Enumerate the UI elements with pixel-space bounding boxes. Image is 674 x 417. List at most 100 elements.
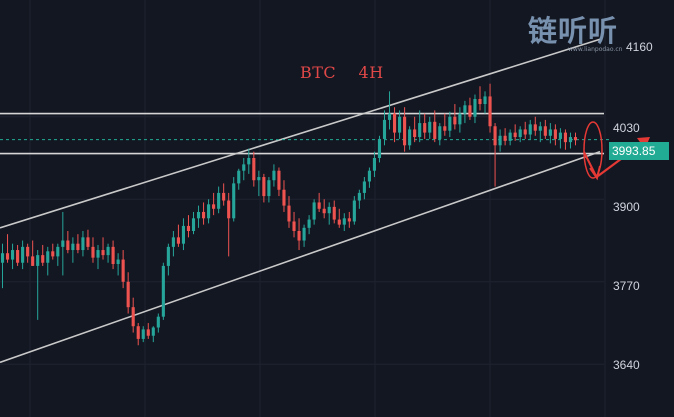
candle-body <box>166 246 170 266</box>
candle-body <box>41 255 45 263</box>
candle-body <box>367 170 371 182</box>
candle-body <box>71 243 75 251</box>
candle-body <box>81 237 85 251</box>
candle-body <box>563 132 567 143</box>
candle-body <box>342 218 346 225</box>
candle-body <box>96 250 100 258</box>
candle-body <box>267 180 271 197</box>
candle-body <box>257 177 261 181</box>
candle-body <box>161 265 165 317</box>
candle-body <box>408 129 412 146</box>
watermark: 链听听 www.lianpodao.cn <box>528 14 664 53</box>
candle-body <box>31 256 35 266</box>
chart-title: BTC 4H <box>300 63 384 82</box>
candle-body <box>538 126 542 131</box>
y-tick-label-0: 4030 <box>613 121 640 135</box>
candle-body <box>272 170 276 181</box>
candle-body <box>503 135 507 141</box>
candle-body <box>362 181 366 193</box>
candle-body <box>141 329 145 339</box>
candle-body <box>11 250 15 260</box>
candle-body <box>463 105 467 114</box>
candle-body <box>468 105 472 117</box>
candle-body <box>352 200 356 222</box>
candle-body <box>196 211 201 219</box>
candle-body <box>101 250 105 256</box>
candle-body <box>106 246 110 256</box>
candle-body <box>448 116 452 131</box>
candle-body <box>227 200 231 219</box>
candle-body <box>217 192 221 209</box>
candle-body <box>438 126 442 139</box>
candle-body <box>473 98 477 117</box>
candle-body <box>382 119 387 139</box>
candle-body <box>242 164 246 171</box>
candle-body <box>262 177 266 197</box>
y-tick-label-2: 3770 <box>613 279 640 293</box>
candle-body <box>453 116 457 125</box>
y-tick-label-partial: 4160 <box>626 40 653 54</box>
candle-body <box>36 255 40 266</box>
candle-body <box>176 237 180 244</box>
candle-body <box>247 158 251 165</box>
candle-body <box>322 208 326 214</box>
candle-body <box>423 123 427 133</box>
candle-body <box>327 206 331 214</box>
watermark-title: 链听听 <box>528 14 619 48</box>
candle-body <box>418 123 422 138</box>
candle-body <box>518 129 522 138</box>
candle-body <box>56 246 60 257</box>
candle-body <box>287 205 291 222</box>
candle-body <box>543 126 547 136</box>
candle-body <box>528 124 532 135</box>
candle-body <box>377 138 382 158</box>
candle-body <box>171 237 175 247</box>
candle-body <box>493 126 497 146</box>
candle-body <box>297 231 301 241</box>
candle-body <box>312 202 316 220</box>
candle-body <box>277 170 281 190</box>
candle-body <box>237 170 241 184</box>
y-tick-label-3: 3640 <box>613 358 640 372</box>
candle-body <box>207 204 211 219</box>
candle-body <box>136 326 140 339</box>
candle-body <box>116 259 120 265</box>
candle-body <box>16 250 20 263</box>
candle-body <box>488 96 492 127</box>
watermark-url: www.lianpodao.cn <box>568 46 623 53</box>
candle-body <box>533 124 537 131</box>
y-tick-label-1: 3900 <box>613 200 640 214</box>
channel-upper-line <box>0 38 601 229</box>
channel-lower-line <box>0 150 601 364</box>
candle-body <box>61 240 65 247</box>
candle-body <box>91 246 95 258</box>
candle-body <box>433 121 437 139</box>
candle-body <box>232 183 236 219</box>
candle-body <box>86 237 90 247</box>
candle-body <box>26 246 30 257</box>
candle-body <box>146 329 150 336</box>
candle-body <box>458 113 462 125</box>
candle-body <box>111 246 115 265</box>
candle-body <box>156 316 160 328</box>
candle-body <box>498 135 502 146</box>
candle-body <box>483 96 487 105</box>
candle-body <box>131 307 135 327</box>
candle-body <box>568 137 573 143</box>
candle-body <box>66 240 70 251</box>
candle-body <box>513 132 517 138</box>
candle-body <box>302 227 306 241</box>
candle-body <box>191 218 196 231</box>
candle-body <box>46 251 50 263</box>
candle-body <box>181 225 186 244</box>
candle-body <box>387 113 392 120</box>
current-price-badge: 3993.85 <box>609 142 669 160</box>
candle-body <box>428 121 432 133</box>
candle-body <box>357 192 361 201</box>
candle-body <box>392 113 397 133</box>
candle-body <box>76 243 80 251</box>
candle-body <box>307 219 311 228</box>
candle-body <box>317 202 321 209</box>
annotation-arrowhead-down <box>589 165 601 181</box>
